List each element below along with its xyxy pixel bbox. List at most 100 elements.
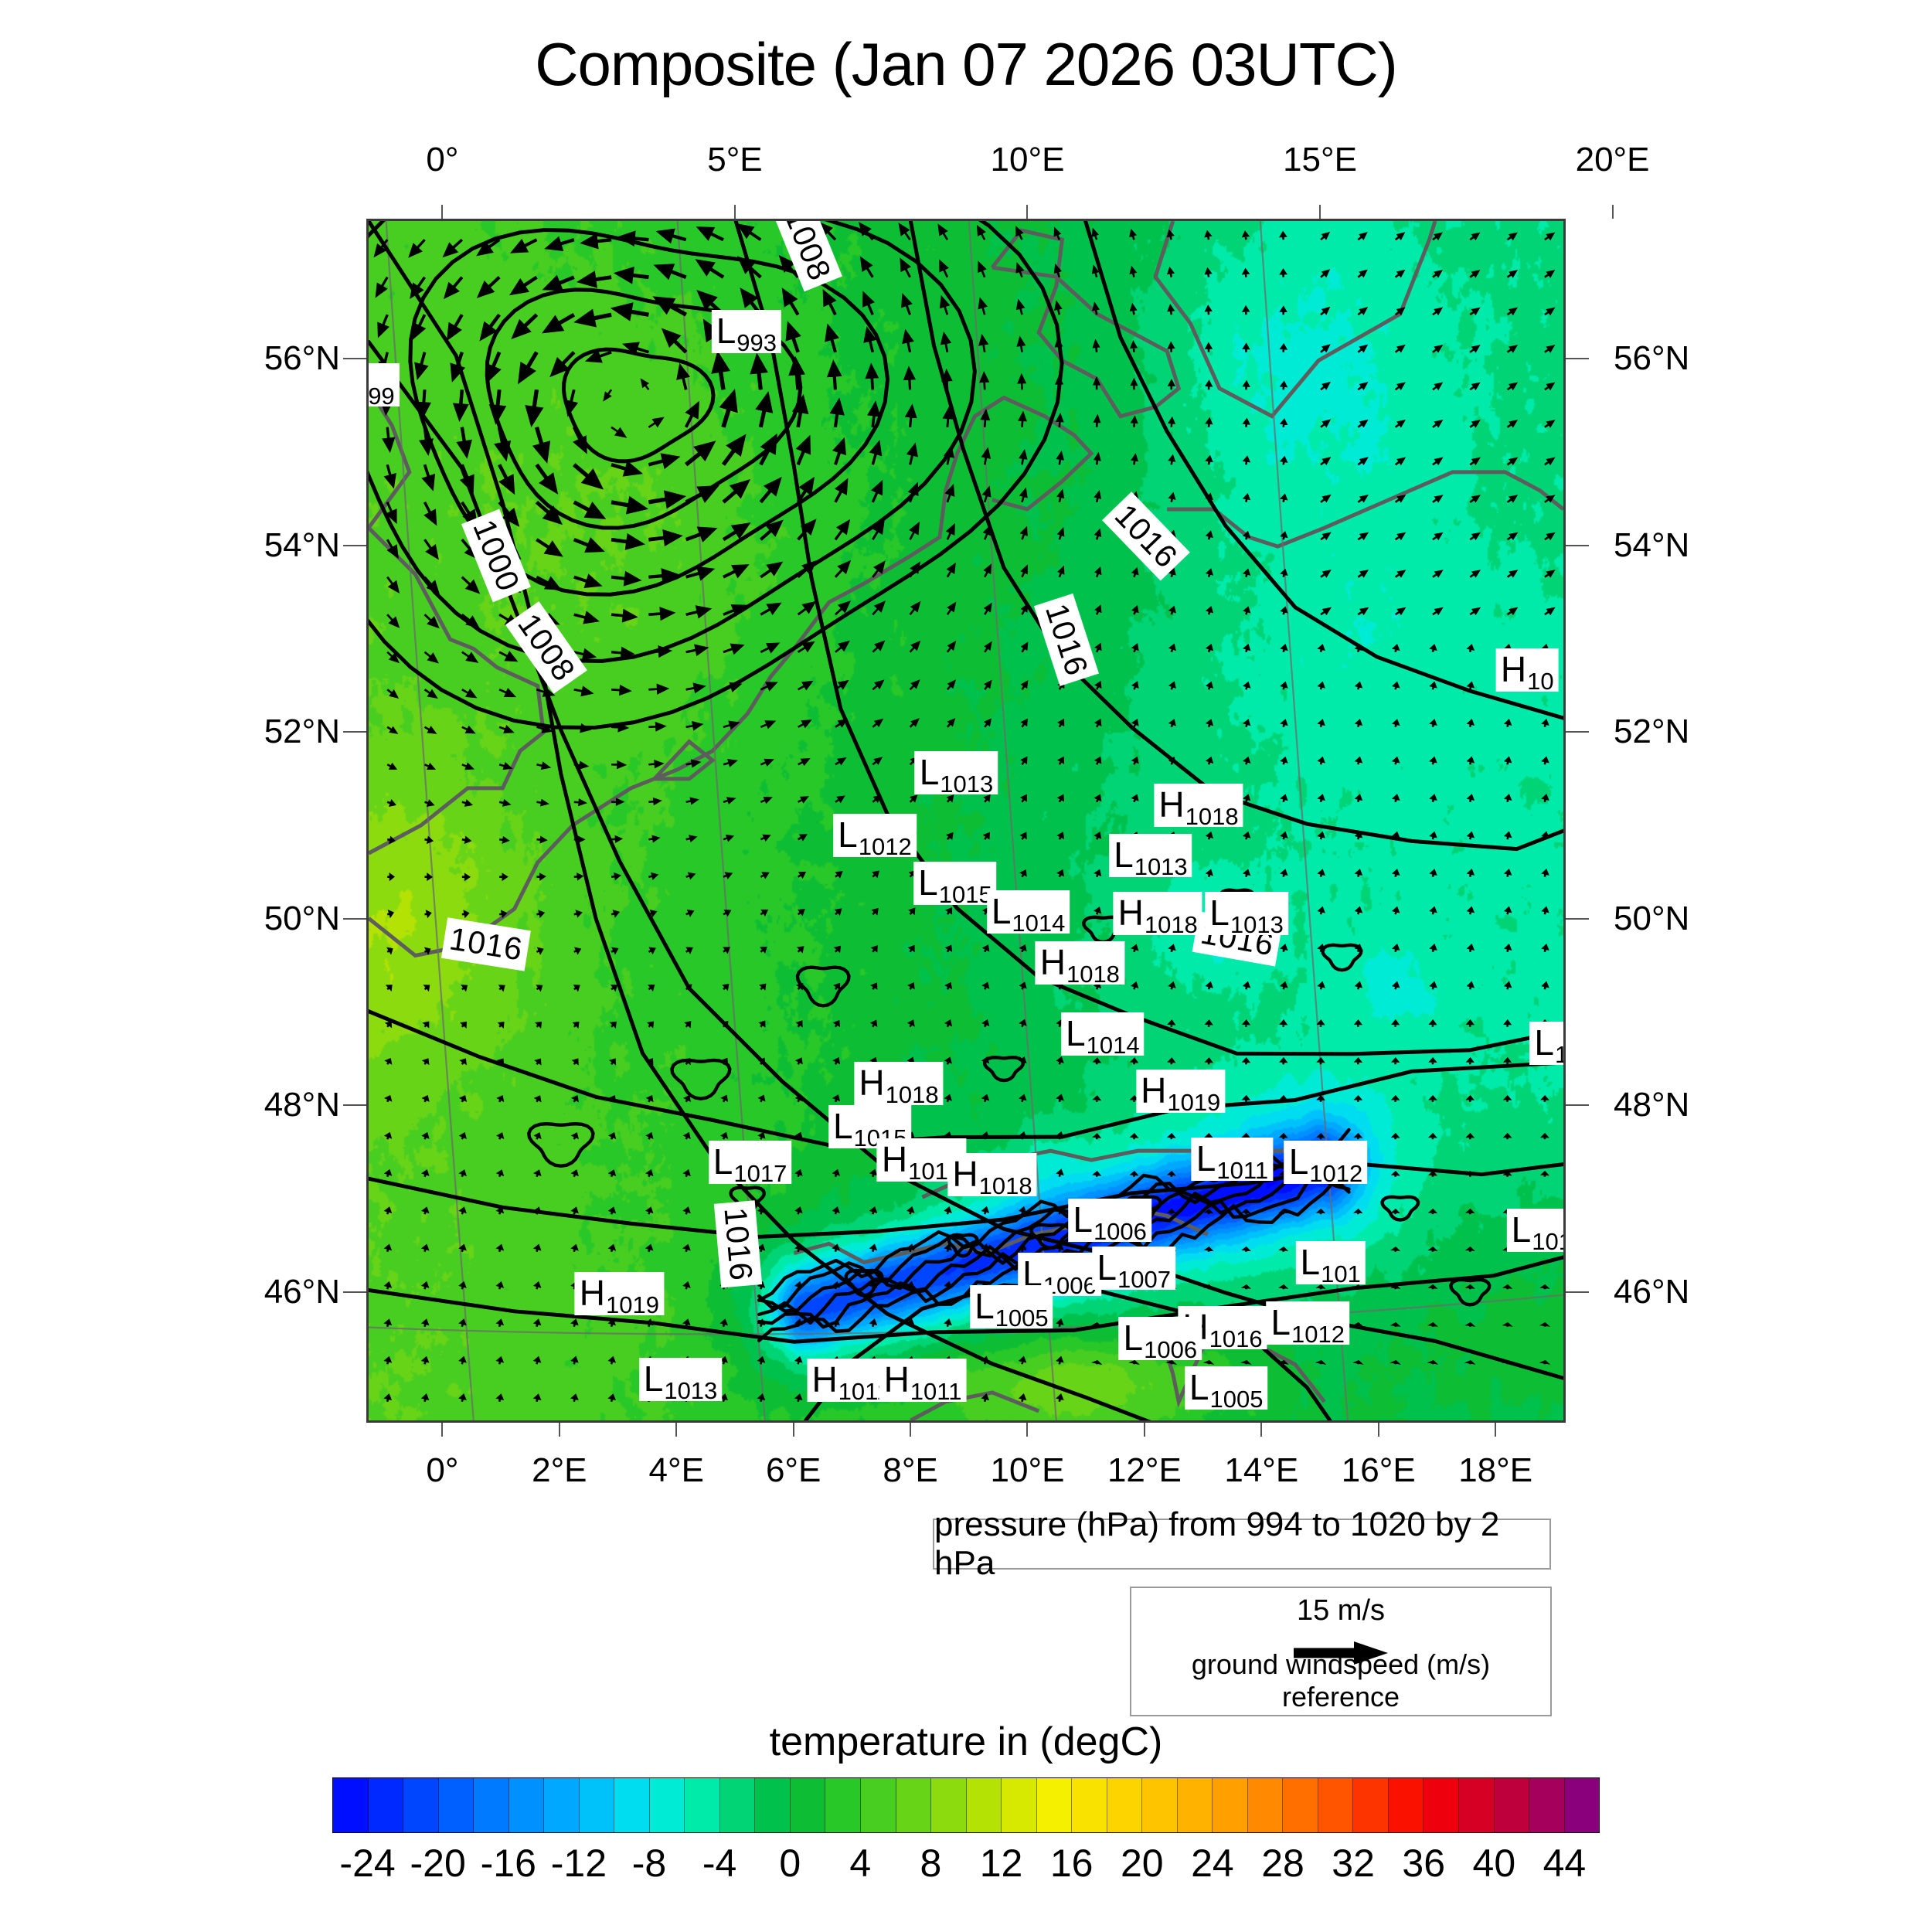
wind-arrow-shaft — [871, 528, 881, 540]
wind-arrow-shaft — [626, 308, 649, 317]
pressure-contour — [369, 1162, 1563, 1239]
pressure-extremum-label: H 1011 — [879, 1359, 967, 1403]
left-axis-label: 52°N — [264, 713, 340, 751]
colorbar-segment — [1002, 1778, 1037, 1832]
pressure-contour — [369, 221, 1064, 730]
bottom-axis-label: 8°E — [883, 1451, 938, 1489]
colorbar-segment — [719, 1778, 756, 1832]
pressure-contour — [795, 965, 851, 1008]
left-axis-label: 48°N — [264, 1086, 340, 1124]
wind-arrow-shaft — [423, 576, 434, 587]
wind-arrow-shaft — [633, 345, 649, 354]
wind-arrow-shaft — [684, 411, 696, 428]
wind-arrow-shaft — [759, 445, 772, 466]
pressure-extremum-label: L 1013 — [638, 1357, 723, 1403]
wind-arrow-shaft — [946, 530, 953, 540]
wind-arrow-shaft — [835, 606, 845, 616]
pressure-extremum-label: L 1012 — [1284, 1141, 1368, 1185]
wind-arrow-shaft — [787, 298, 800, 316]
colorbar-tick-label: -24 — [339, 1842, 396, 1885]
wind-arrow-shaft — [717, 366, 726, 390]
top-axis-label: 20°E — [1575, 141, 1650, 179]
wind-arrow-shaft — [573, 651, 587, 657]
wind-arrow-shaft — [593, 238, 612, 243]
pressure-contour — [369, 221, 977, 663]
colorbar-segment — [579, 1778, 615, 1832]
colorbar-tick-label: 44 — [1543, 1842, 1587, 1885]
wind-arrow-shaft — [461, 614, 473, 624]
wind-arrow-shaft — [524, 351, 539, 372]
wind-arrow-shaft — [868, 337, 875, 353]
pressure-extremum-value: 1006 — [1144, 1335, 1198, 1363]
pressure-contour — [1380, 1195, 1420, 1222]
pressure-extremum-label: L 1006 — [1118, 1316, 1202, 1363]
wind-arrow-shaft — [797, 526, 810, 541]
wind-arrow-shaft — [486, 313, 501, 332]
wind-arrow-shaft — [941, 267, 949, 278]
wind-arrow-shaft — [943, 303, 949, 315]
colorbar-segment — [1213, 1778, 1248, 1832]
colorbar-tick-label: 32 — [1332, 1842, 1375, 1885]
graticule — [369, 221, 1563, 1420]
colorbar-title: temperature in (degC) — [769, 1719, 1163, 1764]
pressure-extremum-label: L 1012 — [1266, 1301, 1349, 1348]
wind-arrow-shaft — [415, 276, 426, 291]
wind-arrow-shaft — [665, 302, 687, 317]
left-axis-label: 54°N — [264, 526, 340, 564]
wind-arrow-shaft — [723, 723, 733, 728]
pressure-extremum-value: 1015 — [938, 880, 992, 908]
wind-arrow-shaft — [379, 276, 389, 290]
wind-arrow-shaft — [866, 301, 874, 315]
colorbar-tick-label: 24 — [1191, 1842, 1234, 1885]
wind-arrow-shaft — [569, 389, 576, 406]
axis-tick — [1611, 205, 1614, 219]
wind-arrow-shaft — [628, 273, 649, 280]
wind-arrow-shaft — [648, 458, 668, 467]
pressure-legend: pressure (hPa) from 994 to 1020 by 2 hPa — [933, 1505, 1551, 1582]
wind-arrow-shaft — [573, 500, 594, 514]
pressure-extremum-value: 1012 — [1291, 1320, 1345, 1348]
pressure-extremum-value: 993 — [736, 329, 777, 357]
axis-tick — [343, 544, 366, 546]
pressure-extremum-type: L — [1300, 1241, 1321, 1282]
colorbar-segment — [1177, 1778, 1213, 1832]
pressure-contour — [1449, 1277, 1492, 1307]
wind-arrow-shaft — [520, 238, 538, 249]
wind-arrow-shaft — [536, 538, 553, 551]
pressure-extremum-value: 101 — [1532, 1227, 1563, 1255]
wind-arrow-shaft — [706, 230, 724, 242]
pressure-contour — [1029, 1223, 1072, 1250]
wind-arrow-shaft — [796, 486, 809, 503]
axis-tick — [1495, 1423, 1497, 1437]
wind-arrow-shaft — [864, 264, 874, 278]
wind-arrow-shaft — [589, 312, 612, 321]
wind-arrow-shaft — [386, 427, 390, 442]
pressure-contour — [982, 1056, 1026, 1083]
colorbar-segment — [1142, 1778, 1178, 1832]
wind-arrow-shaft — [454, 352, 464, 370]
wind-arrow-shaft — [797, 645, 808, 653]
wind-arrow-shaft — [721, 404, 733, 428]
wind-arrow-shaft — [758, 406, 767, 428]
wind-arrow-shaft — [414, 239, 426, 251]
wind-arrow-shaft — [706, 265, 725, 279]
axis-tick — [441, 1423, 444, 1437]
wind-arrow-shaft — [573, 463, 593, 481]
wind-arrow-shaft — [944, 340, 949, 352]
colorbar-tick-label: 4 — [849, 1842, 872, 1885]
wind-arrow-shaft — [790, 333, 800, 353]
wind-arrow-shaft — [573, 613, 589, 620]
axis-tick — [1566, 731, 1589, 733]
wind-arrow-shaft — [909, 607, 917, 615]
pressure-extremum-label: L1 — [1529, 1022, 1563, 1066]
wind-arrow-shaft — [908, 413, 913, 427]
pressure-extremum-type: L — [1066, 1012, 1086, 1053]
right-axis-label: 46°N — [1614, 1272, 1690, 1311]
bottom-axis-label: 12°E — [1107, 1451, 1182, 1489]
bottom-axis-label: 18°E — [1458, 1451, 1533, 1489]
wind-arrow-shaft — [380, 314, 389, 328]
wind-arrow-shaft — [871, 412, 876, 427]
axis-tick — [1566, 1291, 1589, 1293]
